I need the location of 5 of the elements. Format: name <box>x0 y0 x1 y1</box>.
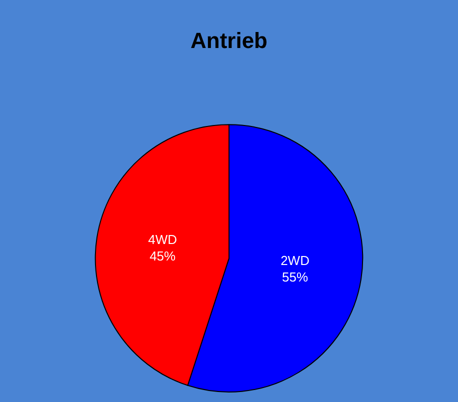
data-label: 45% <box>150 248 176 264</box>
slice-label: 2WD <box>280 252 310 268</box>
slice-label: 4WD <box>148 232 178 247</box>
chart-title: Antrieb <box>190 28 268 53</box>
data-label: 55% <box>282 270 308 285</box>
